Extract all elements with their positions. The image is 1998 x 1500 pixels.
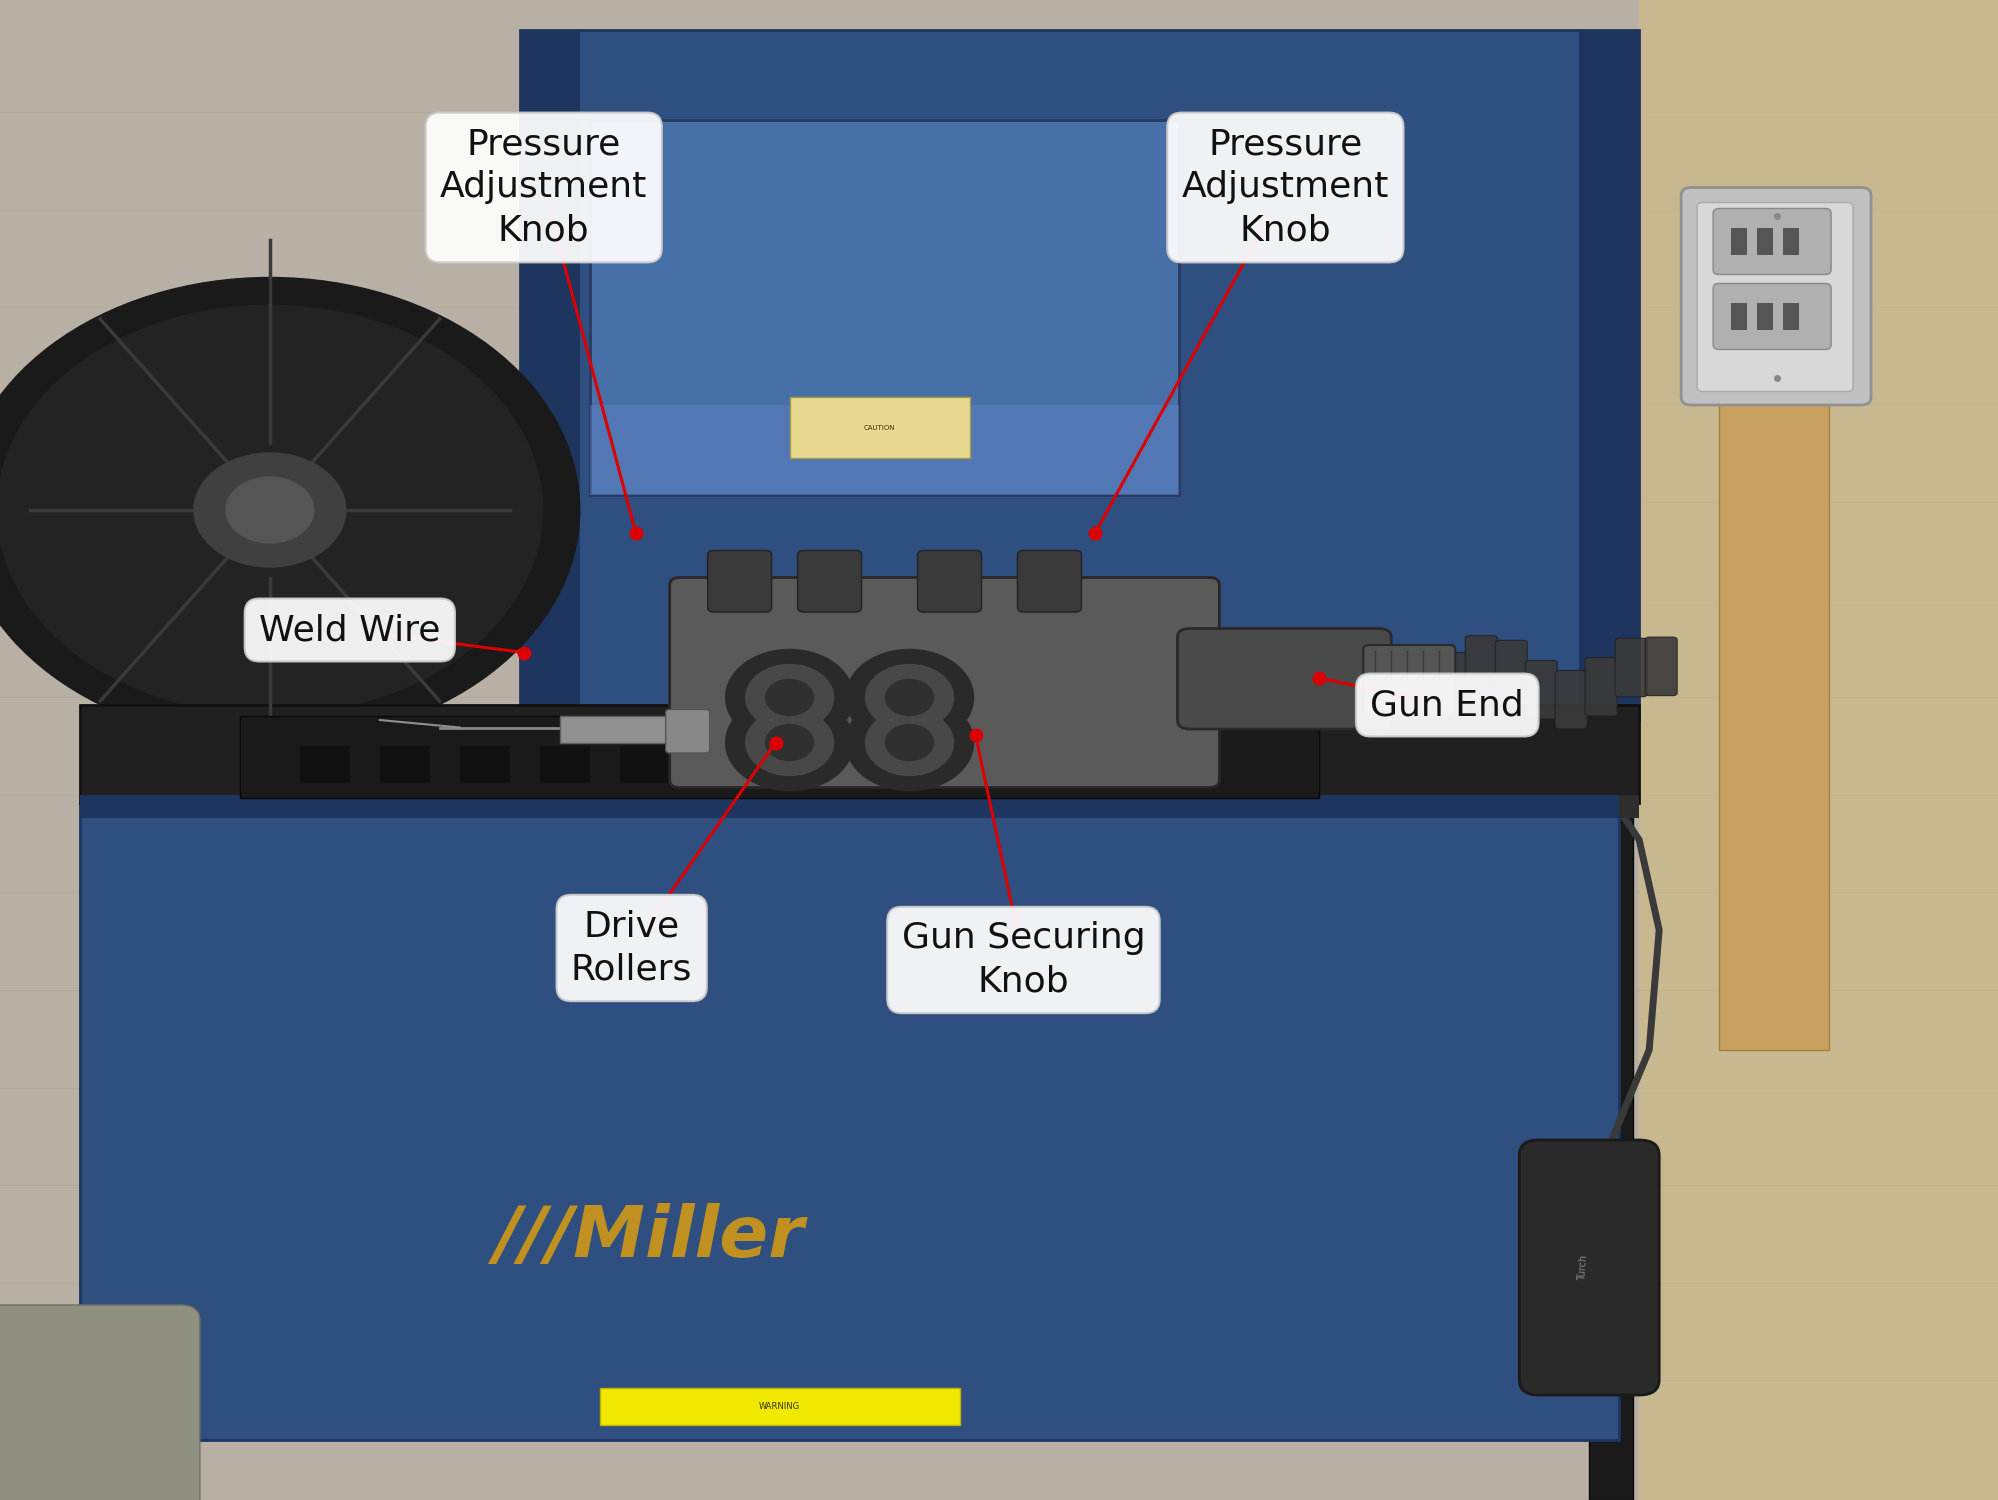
Text: Turch: Turch: [1576, 1254, 1588, 1281]
Bar: [1588, 802, 1632, 1500]
Bar: [1730, 303, 1746, 330]
Bar: [160, 570, 270, 660]
Bar: [589, 120, 1179, 495]
Text: Weld Wire: Weld Wire: [260, 614, 440, 646]
Bar: [80, 705, 1638, 803]
FancyBboxPatch shape: [1712, 209, 1830, 274]
Circle shape: [765, 680, 813, 716]
Bar: [380, 746, 430, 783]
Bar: [559, 716, 709, 742]
Bar: [699, 746, 749, 783]
Text: Gun Securing
Knob: Gun Securing Knob: [901, 921, 1145, 999]
Bar: [80, 802, 124, 1500]
FancyBboxPatch shape: [707, 550, 771, 612]
Text: Drive
Rollers: Drive Rollers: [571, 909, 691, 987]
Circle shape: [865, 710, 953, 776]
Text: Pressure
Adjustment
Knob: Pressure Adjustment Knob: [440, 128, 647, 248]
FancyBboxPatch shape: [669, 578, 1219, 788]
Text: WARNING: WARNING: [759, 1401, 799, 1410]
Circle shape: [865, 664, 953, 730]
FancyBboxPatch shape: [1584, 657, 1616, 716]
Bar: [1730, 228, 1746, 255]
Text: Gun End: Gun End: [1371, 688, 1522, 722]
FancyBboxPatch shape: [1363, 645, 1455, 714]
Circle shape: [765, 724, 813, 760]
Circle shape: [725, 694, 853, 790]
Circle shape: [885, 680, 933, 716]
FancyBboxPatch shape: [665, 710, 709, 753]
Bar: [1638, 0, 1998, 1500]
FancyBboxPatch shape: [1680, 188, 1870, 405]
Bar: [1782, 303, 1798, 330]
Circle shape: [745, 710, 833, 776]
FancyBboxPatch shape: [1524, 660, 1556, 718]
FancyBboxPatch shape: [1712, 284, 1830, 350]
FancyBboxPatch shape: [1177, 628, 1391, 729]
FancyBboxPatch shape: [1696, 202, 1852, 392]
Bar: [1718, 225, 1828, 1050]
Bar: [80, 795, 1618, 818]
FancyBboxPatch shape: [1614, 638, 1646, 696]
Text: CAUTION: CAUTION: [863, 424, 895, 430]
Bar: [80, 802, 1618, 1440]
Bar: [300, 746, 350, 783]
Bar: [789, 398, 969, 458]
Circle shape: [885, 724, 933, 760]
FancyBboxPatch shape: [1435, 652, 1467, 711]
Circle shape: [0, 306, 541, 714]
FancyBboxPatch shape: [1495, 640, 1526, 699]
Bar: [1756, 303, 1772, 330]
FancyBboxPatch shape: [0, 1305, 200, 1500]
FancyBboxPatch shape: [1554, 670, 1586, 729]
Text: ///Miller: ///Miller: [494, 1203, 805, 1272]
Circle shape: [845, 650, 973, 746]
Circle shape: [745, 664, 833, 730]
Circle shape: [0, 278, 579, 742]
Bar: [1756, 228, 1772, 255]
FancyBboxPatch shape: [1017, 550, 1081, 612]
Bar: [80, 795, 1638, 818]
Bar: [240, 716, 1319, 798]
Bar: [1578, 30, 1638, 720]
Circle shape: [845, 694, 973, 790]
FancyBboxPatch shape: [917, 550, 981, 612]
Bar: [589, 405, 1179, 495]
Bar: [519, 30, 579, 720]
Circle shape: [725, 650, 853, 746]
Circle shape: [226, 477, 314, 543]
Bar: [1782, 228, 1798, 255]
Bar: [460, 746, 509, 783]
Bar: [619, 746, 669, 783]
FancyBboxPatch shape: [1518, 1140, 1658, 1395]
FancyBboxPatch shape: [1644, 638, 1676, 696]
Circle shape: [194, 453, 346, 567]
Bar: [519, 30, 1638, 720]
Bar: [599, 1388, 959, 1425]
FancyBboxPatch shape: [1465, 636, 1497, 694]
Text: Pressure
Adjustment
Knob: Pressure Adjustment Knob: [1181, 128, 1389, 248]
FancyBboxPatch shape: [797, 550, 861, 612]
Bar: [539, 746, 589, 783]
